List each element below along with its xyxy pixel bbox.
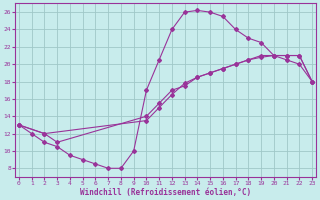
X-axis label: Windchill (Refroidissement éolien,°C): Windchill (Refroidissement éolien,°C) (80, 188, 251, 197)
